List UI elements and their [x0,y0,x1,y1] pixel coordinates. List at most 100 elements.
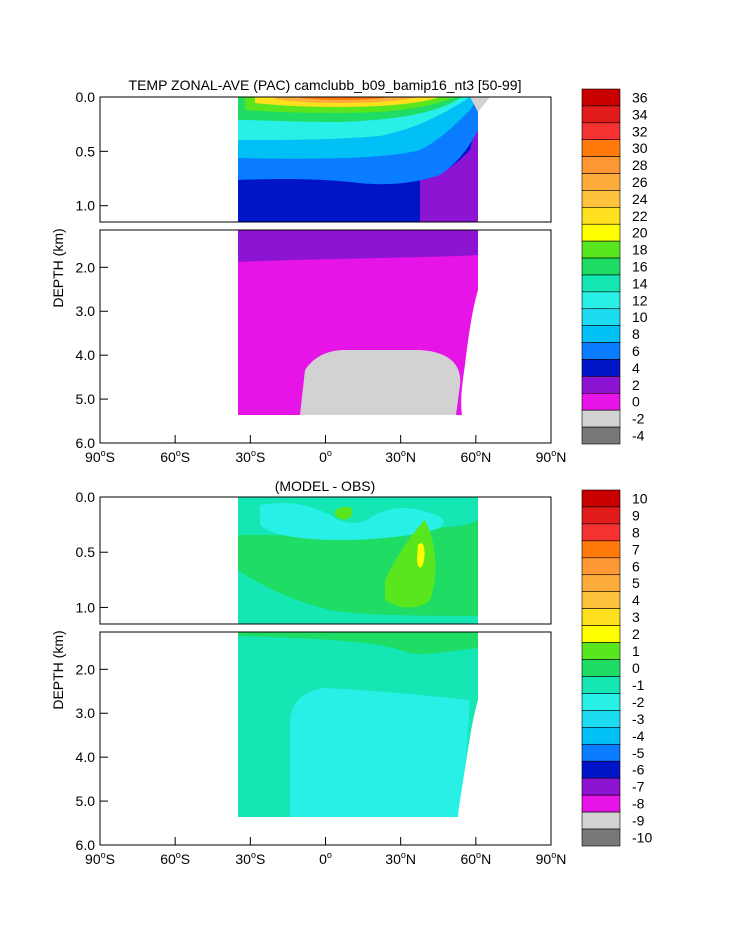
lower-plot-area [99,229,552,444]
x-tick-label: 60oS [160,850,190,867]
colorbar-swatch [581,506,621,525]
x-tick-label: 90oN [536,850,567,867]
colorbar-label: -1 [632,677,645,693]
colorbar-label: -5 [632,745,645,761]
colorbar-label: 18 [632,242,648,258]
colorbar-label: 4 [632,592,640,608]
x-tick-label: 30oN [385,448,416,465]
contour-fill-2 [238,230,478,262]
colorbar-swatch [581,693,621,711]
y-tick-label: 1.0 [76,198,96,214]
y-ticks: 0.0 0.5 1.0 2.0 3.0 4.0 5.0 6.0 [76,489,108,853]
x-tick-label: 30oS [235,448,265,465]
y-tick-label: 2.0 [76,259,96,275]
colorbar-swatch [581,207,621,225]
colorbar-swatch [581,727,621,745]
colorbar-label: -4 [632,428,645,444]
colorbar-swatch [581,105,621,124]
colorbar-label: 3 [632,609,640,625]
colorbar-swatch [581,325,621,343]
colorbar-label: 6 [632,343,640,359]
contour-fill-2 [420,120,478,222]
x-tick-label: 60oN [460,448,491,465]
y-tick-label: 0.0 [76,489,96,505]
y-axis-label: DEPTH (km) [50,630,66,709]
y-tick-label: 3.0 [76,705,96,721]
colorbar-label: 12 [632,292,648,308]
y-tick-label: 0.5 [76,143,96,159]
colorbar-label: -8 [632,796,645,812]
y-ticks: 0.0 0.5 1.0 2.0 3.0 4.0 5.0 6.0 [76,89,108,451]
colorbar-label: 14 [632,275,648,291]
colorbar-swatch [581,291,621,310]
colorbar-swatch [581,392,621,411]
colorbar-swatch [581,139,621,157]
x-tick-label: 0o [319,448,332,465]
colorbar-swatch [581,659,621,677]
colorbar-label: 28 [632,157,648,173]
colorbar-label: 36 [632,89,648,105]
contour-fill-minus2 [260,503,444,540]
colorbar-label: 24 [632,191,648,207]
contour-fill-30 [300,97,390,100]
colorbar-swatch [581,710,621,728]
x-ticks: 90oS 60oS 30oS 0o 30oN 60oN 90oN [85,837,566,867]
colorbar-swatch [581,489,621,508]
x-tick-label: 0o [319,850,332,867]
y-tick-label: 6.0 [76,837,96,853]
contour-fill-0 [300,350,461,415]
x-tick-label: 90oS [85,850,115,867]
colorbar-label: 1 [632,643,640,659]
colorbar-label: 9 [632,507,640,523]
colorbar-label: -3 [632,711,645,727]
colorbar-swatch [581,426,621,445]
y-tick-label: 2.0 [76,661,96,677]
lower-plot-area [99,631,552,846]
colorbar-label: 8 [632,326,640,342]
colorbar-swatch [581,308,621,326]
colorbar-swatch [581,257,621,276]
colorbar-swatch [581,359,621,377]
colorbar-swatch [581,557,621,576]
y-tick-label: 0.0 [76,89,96,105]
colorbar-swatch [581,173,621,191]
x-tick-label: 60oS [160,448,190,465]
colorbar-swatch [581,223,621,242]
colorbar-swatch [581,523,621,542]
contour-fill-1 [385,520,436,608]
colorbar-label: -9 [632,813,645,829]
contour-fill-1b [335,506,353,520]
colorbar-swatch [581,574,621,593]
colorbar-label: -2 [632,694,645,710]
y-tick-label: 5.0 [76,391,96,407]
upper-plot-area [99,496,552,625]
colorbar-label: 8 [632,524,640,540]
x-tick-label: 60oN [460,850,491,867]
x-ticks: 90oS 60oS 30oS 0o 30oN 60oN 90oN [85,435,566,465]
y-tick-label: 1.0 [76,599,96,615]
colorbar-swatch [581,811,621,830]
temperature-panel: TEMP ZONAL-AVE (PAC) camclubb_b09_bamip1… [50,77,648,465]
y-tick-label: 0.5 [76,544,96,560]
colorbar-label: 10 [632,490,648,506]
colorbar-label: 4 [632,360,640,376]
colorbar-label: 0 [632,394,640,410]
colorbar-label: -10 [632,830,652,846]
x-tick-label: 90oN [536,448,567,465]
colorbar-label: 6 [632,558,640,574]
y-axis-label: DEPTH (km) [50,228,66,307]
colorbar-swatch [581,794,621,813]
coastline-mask [461,290,478,415]
difference-panel: (MODEL - OBS) DEPTH (km) 0.0 0.5 1.0 2.0 3.0… [50,478,652,867]
colorbar-label: 7 [632,541,640,557]
colorbar-swatch [581,274,621,293]
colorbar-swatch [581,409,621,428]
colorbar-label: -6 [632,762,645,778]
colorbar-label: 16 [632,259,648,275]
contour-fill-0 [470,97,490,112]
colorbar-swatch [581,625,621,643]
colorbar-swatch [581,156,621,174]
